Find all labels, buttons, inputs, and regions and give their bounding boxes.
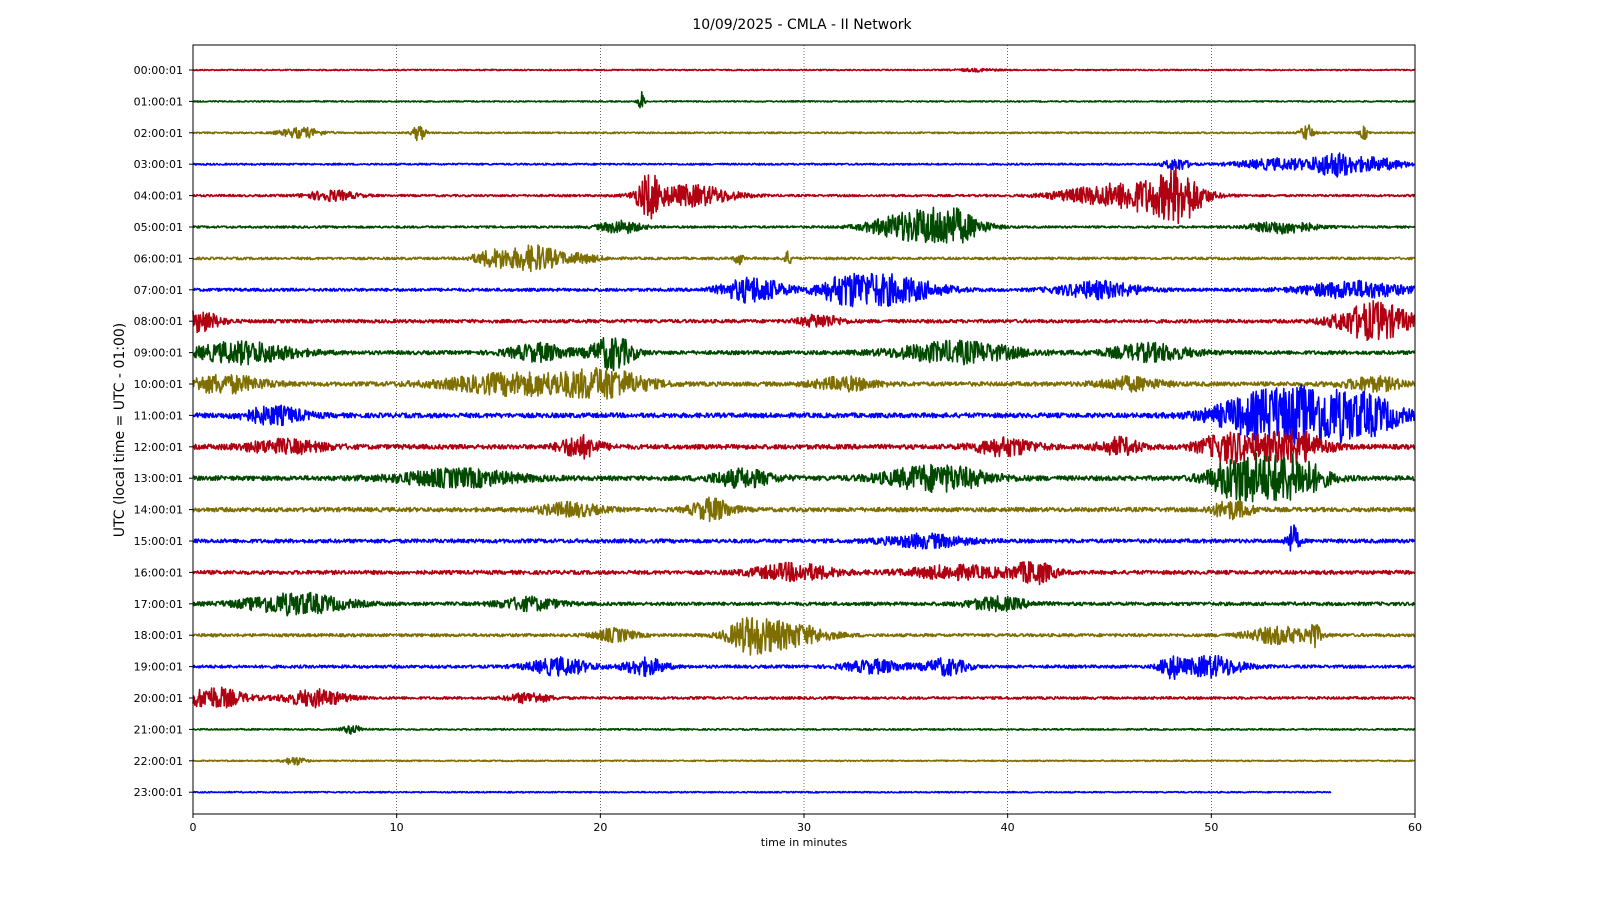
y-tick-label: 11:00:01 [134, 409, 183, 422]
trace-15-00-01 [192, 524, 1416, 552]
y-tick-label: 22:00:01 [134, 755, 183, 768]
traces [192, 67, 1416, 794]
trace-08-00-01 [192, 300, 1416, 341]
y-tick-label: 13:00:01 [134, 472, 183, 485]
y-tick-label: 16:00:01 [134, 566, 183, 579]
plot-frame [192, 44, 1416, 815]
x-tick-label: 60 [1408, 821, 1422, 834]
y-tick-label: 18:00:01 [134, 629, 183, 642]
trace-07-00-01 [192, 272, 1416, 308]
trace-09-00-01 [192, 337, 1416, 372]
y-tick-label: 07:00:01 [134, 284, 183, 297]
y-tick-label: 09:00:01 [134, 347, 183, 360]
trace-01-00-01 [192, 91, 1415, 109]
trace-22-00-01 [192, 757, 1416, 766]
y-tick-label: 19:00:01 [134, 661, 183, 674]
trace-10-00-01 [192, 367, 1416, 400]
x-axis-label: time in minutes [761, 836, 848, 849]
x-tick-label: 0 [190, 821, 197, 834]
y-tick-label: 20:00:01 [134, 692, 183, 705]
grid-lines [396, 45, 1212, 814]
y-tick-label: 03:00:01 [134, 158, 183, 171]
y-tick-labels: 00:00:01 01:00:01 02:00:01 03:00:01 04:00:01… [134, 64, 193, 799]
trace-19-00-01 [192, 654, 1416, 681]
y-tick-label: 17:00:01 [134, 598, 183, 611]
y-tick-label: 15:00:01 [134, 535, 183, 548]
x-tick-label: 20 [593, 821, 607, 834]
y-axis-label: UTC (local time = UTC - 01:00) [112, 323, 128, 538]
y-tick-label: 06:00:01 [134, 252, 183, 265]
x-tick-label: 40 [1001, 821, 1015, 834]
y-tick-label: 04:00:01 [134, 190, 183, 203]
y-tick-label: 12:00:01 [134, 441, 183, 454]
trace-14-00-01 [192, 496, 1416, 523]
y-tick-label: 14:00:01 [134, 504, 183, 517]
trace-05-00-01 [192, 206, 1416, 244]
trace-03-00-01 [192, 152, 1416, 178]
y-tick-label: 21:00:01 [134, 723, 183, 736]
trace-12-00-01 [192, 428, 1415, 466]
trace-20-00-01 [192, 686, 1416, 709]
trace-16-00-01 [192, 561, 1415, 586]
x-tick-label: 50 [1204, 821, 1218, 834]
x-tick-label: 10 [390, 821, 404, 834]
trace-06-00-01 [192, 244, 1416, 273]
trace-04-00-01 [192, 165, 1416, 225]
x-tick-label: 30 [797, 821, 811, 834]
trace-11-00-01 [192, 384, 1416, 449]
y-tick-label: 10:00:01 [134, 378, 183, 391]
x-tick-labels: 0 10 20 30 40 50 60 [190, 814, 1422, 834]
trace-18-00-01 [192, 616, 1415, 656]
trace-02-00-01 [192, 124, 1416, 142]
y-tick-label: 01:00:01 [134, 95, 183, 108]
trace-00-00-01 [192, 67, 1415, 73]
trace-23-00-01 [192, 790, 1332, 794]
y-tick-label: 00:00:01 [134, 64, 183, 77]
y-tick-label: 05:00:01 [134, 221, 183, 234]
y-tick-label: 02:00:01 [134, 127, 183, 140]
trace-17-00-01 [192, 591, 1416, 617]
trace-21-00-01 [192, 724, 1415, 735]
y-tick-label: 23:00:01 [134, 786, 183, 799]
y-tick-label: 08:00:01 [134, 315, 183, 328]
chart-title: 10/09/2025 - CMLA - II Network [692, 17, 912, 33]
trace-13-00-01 [192, 452, 1416, 504]
